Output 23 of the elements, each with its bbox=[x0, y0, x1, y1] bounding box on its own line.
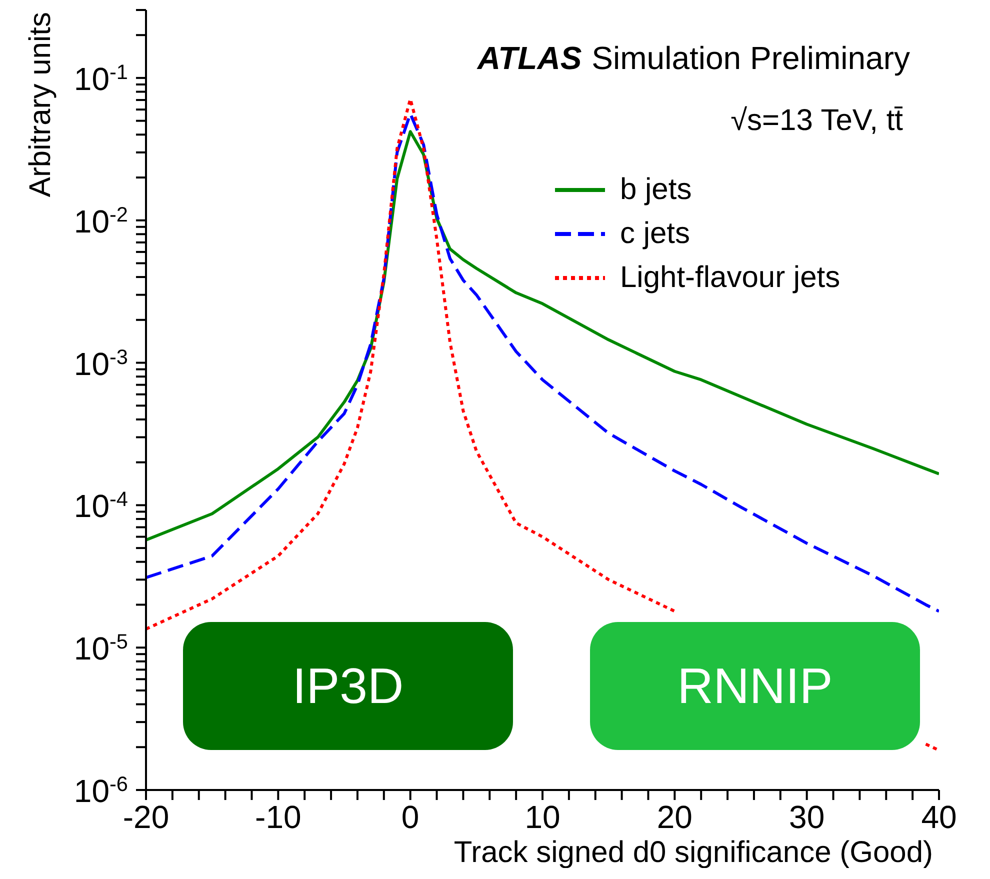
x-tick-label: 30 bbox=[789, 799, 825, 835]
rounded-box: IP3D bbox=[183, 622, 513, 750]
x-axis-title: Track signed d0 significance (Good) bbox=[454, 836, 933, 869]
annotation: ATLAS bbox=[477, 40, 582, 76]
legend-label: b jets bbox=[620, 173, 692, 207]
legend-label: c jets bbox=[620, 217, 690, 251]
annotation: IP3D bbox=[292, 657, 404, 715]
y-tick-label: 10$^{-5}$ bbox=[74, 630, 128, 667]
x-tick-label: 10 bbox=[524, 799, 560, 835]
y-tick-label: 10$^{-3}$ bbox=[74, 345, 128, 382]
y-axis-title: Arbitrary units bbox=[24, 12, 57, 198]
rounded-box: RNNIP bbox=[590, 622, 920, 750]
y-tick-label: 10$^{-4}$ bbox=[74, 488, 128, 524]
annotation: Simulation Preliminary bbox=[592, 40, 910, 76]
x-tick-label: 40 bbox=[921, 799, 957, 835]
y-tick-label: 10$^{-2}$ bbox=[74, 202, 128, 240]
y-tick-label: 10$^{-1}$ bbox=[74, 60, 128, 97]
x-tick-label: 20 bbox=[656, 799, 692, 835]
annotation: RNNIP bbox=[677, 657, 833, 715]
x-tick-label: 0 bbox=[401, 799, 420, 835]
annotation: √s=13 TeV, tt̄ bbox=[730, 104, 903, 138]
x-tick-label: -10 bbox=[255, 799, 302, 835]
legend-label: Light-flavour jets bbox=[620, 261, 840, 295]
